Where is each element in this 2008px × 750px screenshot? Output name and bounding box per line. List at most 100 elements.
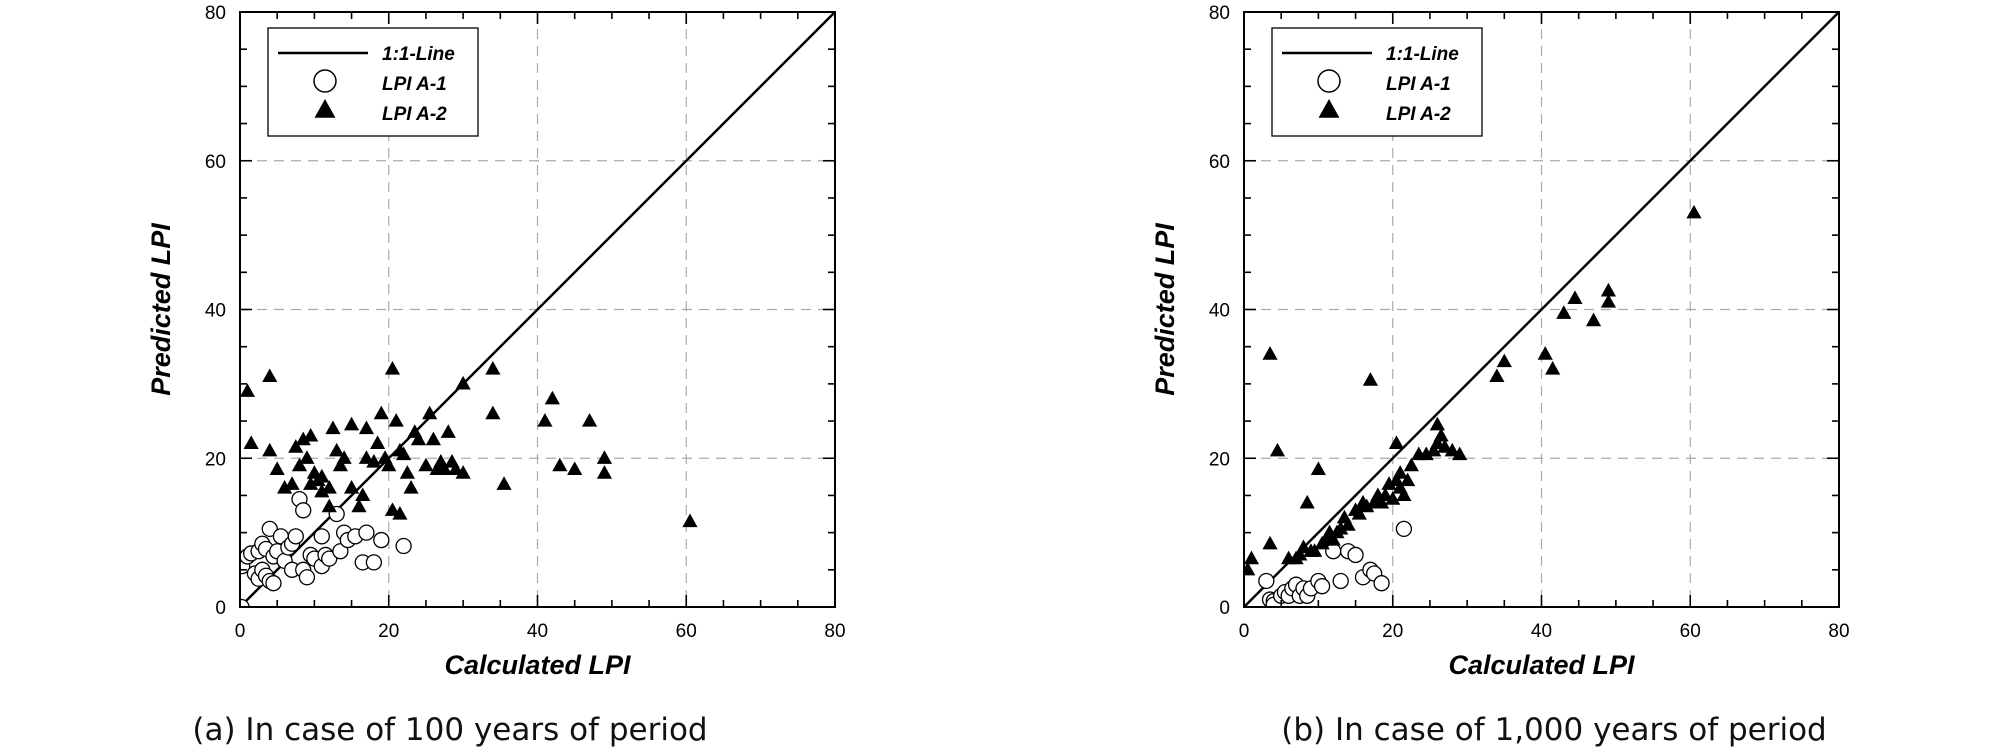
- data-point-a2: [384, 502, 401, 516]
- data-point-a2: [1292, 546, 1308, 561]
- data-point-a2: [567, 461, 583, 476]
- y-axis-title: Predicted LPI: [146, 223, 176, 396]
- legend-label: LPI A-1: [382, 74, 447, 95]
- data-point-a2: [1403, 457, 1419, 472]
- y-tick-label: 60: [205, 152, 226, 173]
- legend-label: 1:1-Line: [382, 44, 455, 65]
- chart-caption-a: (a) In case of 100 years of period: [192, 712, 708, 748]
- chart-caption-b: (b) In case of 1,000 years of period: [1281, 712, 1827, 748]
- data-point-a2: [425, 431, 441, 446]
- series-lpi-a1: [240, 491, 412, 607]
- data-point-a1: [298, 569, 316, 586]
- data-point-a2: [1556, 305, 1572, 319]
- data-point-a2: [358, 420, 375, 435]
- data-point-a2: [321, 498, 337, 513]
- legend-label: LPI A-2: [382, 104, 447, 125]
- legend-triangle-symbol: [1318, 99, 1340, 118]
- data-point-a2: [1444, 442, 1460, 457]
- data-point-a2: [343, 416, 360, 431]
- data-point-a2: [1310, 461, 1326, 476]
- data-point-a2: [1244, 550, 1260, 565]
- data-point-a2: [303, 476, 319, 490]
- data-point-a2: [448, 461, 464, 476]
- data-point-a2: [1295, 539, 1312, 554]
- y-tick-label: 0: [1219, 598, 1230, 619]
- legend-triangle-symbol: [314, 99, 336, 118]
- data-point-a2: [581, 413, 598, 427]
- data-point-a2: [1340, 517, 1356, 531]
- data-point-a1: [395, 537, 412, 555]
- data-point-a2: [1244, 561, 1256, 576]
- data-point-a2: [269, 461, 285, 476]
- y-axis-title: Predicted LPI: [1150, 223, 1180, 396]
- data-point-a1: [332, 543, 349, 560]
- data-point-a1: [1395, 520, 1413, 538]
- data-point-a2: [1351, 506, 1367, 520]
- data-point-a2: [325, 420, 341, 435]
- data-point-a2: [299, 450, 315, 464]
- data-point-a2: [1269, 442, 1286, 457]
- data-point-a1: [240, 598, 250, 607]
- data-point-a2: [1600, 282, 1617, 297]
- data-point-a2: [262, 368, 278, 383]
- data-point-a2: [1377, 487, 1393, 502]
- data-point-a2: [1325, 532, 1341, 546]
- data-point-a2: [1362, 372, 1379, 386]
- data-point-a2: [1567, 290, 1583, 304]
- x-axis-title: Calculated LPI: [1448, 650, 1635, 680]
- data-point-a2: [1496, 353, 1512, 368]
- data-point-a2: [485, 361, 501, 375]
- data-point-a2: [384, 361, 401, 375]
- data-point-a2: [1262, 346, 1278, 360]
- data-point-a2: [381, 457, 397, 472]
- data-point-a2: [355, 487, 371, 502]
- data-point-a2: [1429, 435, 1445, 449]
- data-point-a2: [596, 465, 613, 479]
- data-point-a2: [1262, 535, 1278, 550]
- data-point-a1: [1347, 546, 1364, 564]
- data-point-a2: [392, 506, 408, 520]
- legend-label: 1:1-Line: [1386, 44, 1459, 65]
- data-point-a1: [287, 528, 304, 545]
- data-point-a2: [1381, 476, 1397, 490]
- data-point-a2: [1359, 498, 1375, 513]
- data-point-a2: [485, 405, 501, 420]
- x-tick-label: 60: [676, 621, 697, 642]
- data-point-a2: [496, 476, 512, 490]
- data-point-a2: [596, 450, 613, 464]
- data-point-a2: [1686, 204, 1702, 219]
- data-point-a1: [1373, 575, 1390, 592]
- data-point-a2: [358, 450, 375, 464]
- data-point-a2: [366, 453, 382, 468]
- data-point-a2: [1307, 543, 1323, 557]
- data-point-a1: [1325, 543, 1342, 560]
- data-point-a2: [537, 413, 553, 427]
- scatter-chart-b: 0 20 40 60 80 0 20 40 60 80 Calculated LPI Predicte…: [1150, 3, 1850, 680]
- data-point-a2: [1489, 368, 1505, 383]
- data-point-a2: [544, 390, 560, 405]
- legend-circle-symbol: [313, 69, 337, 93]
- x-tick-label: 20: [378, 621, 399, 642]
- data-point-a1: [358, 524, 375, 541]
- data-point-a2: [369, 435, 386, 449]
- y-tick-label: 40: [1209, 301, 1230, 322]
- x-tick-label: 0: [1239, 621, 1250, 642]
- data-point-a2: [288, 439, 304, 453]
- data-point-a1: [295, 502, 312, 519]
- data-point-a2: [455, 375, 471, 390]
- data-point-a2: [1537, 346, 1553, 360]
- x-tick-label: 80: [1828, 621, 1849, 642]
- axis-ticks: [239, 11, 836, 608]
- legend-label: LPI A-1: [1386, 74, 1451, 95]
- one-to-one-line: [1244, 12, 1839, 607]
- y-tick-label: 0: [215, 598, 226, 619]
- data-point-a1: [261, 520, 278, 538]
- data-point-a2: [1452, 446, 1468, 461]
- y-tick-label: 80: [1209, 3, 1230, 24]
- legend: 1:1-Line LPI A-1 LPI A-2: [267, 27, 479, 137]
- data-point-a2: [388, 413, 404, 427]
- y-tick-label: 40: [205, 301, 226, 322]
- data-point-a2: [436, 461, 453, 476]
- data-point-a2: [321, 480, 337, 494]
- axis-ticks: [1243, 11, 1840, 608]
